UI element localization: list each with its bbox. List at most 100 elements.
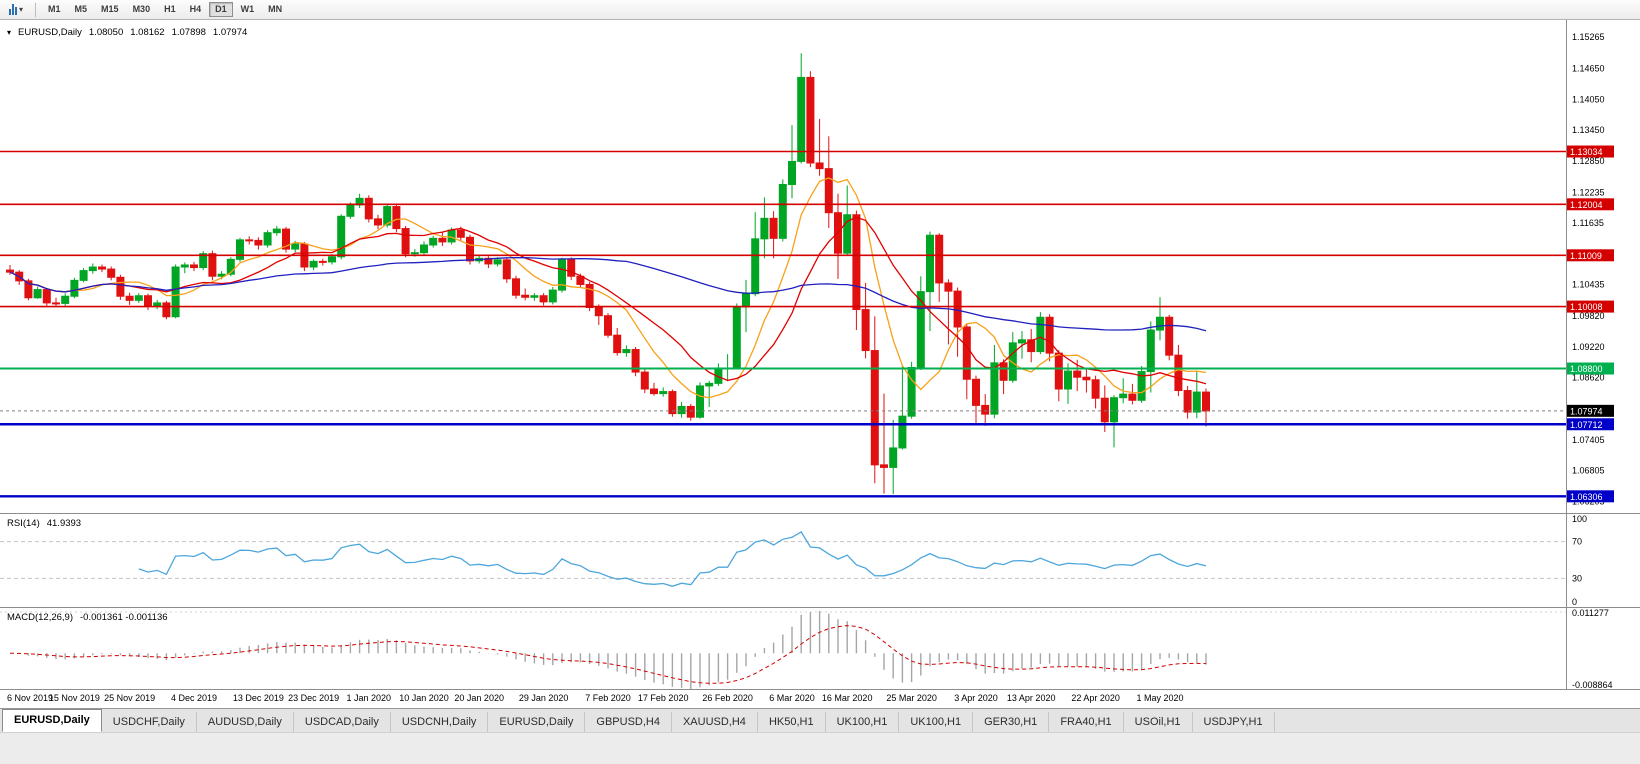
date-label: 13 Apr 2020: [1006, 693, 1056, 703]
timeframe-button-m15[interactable]: M15: [95, 2, 125, 17]
chart-tab-gbpusd-h4[interactable]: GBPUSD,H4: [585, 712, 672, 732]
date-label: 13 Dec 2019: [232, 693, 284, 703]
date-label: 7 Feb 2020: [585, 693, 631, 703]
chart-tab-fra40-h1[interactable]: FRA40,H1: [1049, 712, 1124, 732]
price-axis: 1.15265 1.14650 1.14050 1.13450 1.12850 1.122…: [1572, 32, 1613, 690]
date-label: 16 Mar 2020: [821, 693, 873, 703]
date-label: 1 May 2020: [1136, 693, 1184, 703]
svg-text:1.07405: 1.07405: [1572, 435, 1605, 445]
date-label: 25 Mar 2020: [886, 693, 937, 703]
chart-tab-hk50-h1[interactable]: HK50,H1: [758, 712, 826, 732]
date-label: 10 Jan 2020: [399, 693, 449, 703]
svg-text:1.12235: 1.12235: [1572, 187, 1605, 197]
svg-text:1.10435: 1.10435: [1572, 280, 1605, 290]
macd-plot: [9, 610, 1207, 690]
date-label: 22 Apr 2020: [1071, 693, 1120, 703]
chart-tab-eurusd-daily[interactable]: EURUSD,Daily: [2, 709, 102, 732]
chart-area: 1.15265 1.14650 1.14050 1.13450 1.12850 1.122…: [0, 20, 1640, 708]
timeframe-button-d1[interactable]: D1: [209, 2, 233, 17]
status-bar: [0, 732, 1640, 764]
close-value: 1.07974: [212, 27, 248, 38]
toolbar: ▾ M1 M5 M15 M30 H1 H4 D1 W1 MN: [0, 0, 1640, 20]
timeframe-group: M1 M5 M15 M30 H1 H4 D1 W1 MN: [42, 2, 290, 17]
svg-text:0: 0: [1572, 597, 1577, 607]
svg-text:1.11635: 1.11635: [1572, 218, 1604, 228]
svg-text:1.13034: 1.13034: [1570, 147, 1603, 157]
date-label: 23 Dec 2019: [288, 693, 340, 703]
price-level-boxes: 1.13034 1.12004 1.11009 1.10008 1.08800 1.077…: [1567, 145, 1614, 503]
toolbar-separator: [35, 2, 37, 17]
date-label: 4 Dec 2019: [170, 693, 218, 703]
chart-canvas[interactable]: 1.15265 1.14650 1.14050 1.13450 1.12850 1.122…: [0, 20, 1640, 690]
candlesticks: [6, 53, 1210, 495]
low-value: 1.07898: [171, 27, 206, 38]
symbol-ohlc-label: ▾ EURUSD,Daily 1.08050 1.08162 1.07898 1…: [7, 27, 247, 38]
chart-tabs-bar: EURUSD,Daily USDCHF,Daily AUDUSD,Daily USDC…: [0, 708, 1640, 732]
svg-text:1.15265: 1.15265: [1572, 32, 1605, 42]
svg-text:1.07712: 1.07712: [1570, 420, 1603, 430]
bar-chart-icon: [9, 4, 17, 15]
date-label: 17 Feb 2020: [637, 693, 689, 703]
svg-text:1.08620: 1.08620: [1572, 373, 1605, 383]
chart-tab-ger30-h1[interactable]: GER30,H1: [973, 712, 1050, 732]
chart-tab-usdcnh-daily[interactable]: USDCNH,Daily: [391, 712, 489, 732]
open-value: 1.08050: [88, 27, 124, 38]
symbol-name: EURUSD,Daily: [18, 27, 82, 38]
macd-values: -0.001361 -0.001136: [80, 612, 168, 623]
date-label: 6 Mar 2020: [769, 693, 815, 703]
chart-tab-usoil-h1[interactable]: USOil,H1: [1124, 712, 1193, 732]
svg-text:1.10008: 1.10008: [1570, 302, 1603, 312]
chart-tab-xauusd-h4[interactable]: XAUUSD,H4: [672, 712, 758, 732]
moving-averages: [9, 177, 1207, 399]
rsi-plot: [138, 531, 1207, 587]
svg-text:1.12850: 1.12850: [1572, 156, 1605, 166]
rsi-name: RSI(14): [7, 518, 40, 529]
date-label: 29 Jan 2020: [518, 693, 569, 703]
time-axis[interactable]: 6 Nov 2019 15 Nov 2019 25 Nov 2019 4 Dec 20…: [0, 690, 1640, 708]
date-label: 1 Jan 2020: [346, 693, 392, 703]
svg-text:-0.008864: -0.008864: [1572, 680, 1613, 690]
high-value: 1.08162: [130, 27, 165, 38]
svg-text:1.12004: 1.12004: [1570, 200, 1603, 210]
svg-text:70: 70: [1572, 537, 1582, 547]
svg-text:1.09820: 1.09820: [1572, 311, 1605, 321]
svg-text:1.09220: 1.09220: [1572, 342, 1605, 352]
svg-text:1.06306: 1.06306: [1570, 492, 1603, 502]
timeframe-button-m1[interactable]: M1: [42, 2, 67, 17]
svg-text:1.06805: 1.06805: [1572, 466, 1605, 476]
rsi-value: 41.9393: [46, 518, 82, 529]
panel-separators: [0, 20, 1640, 690]
date-label: 25 Nov 2019: [104, 693, 156, 703]
collapse-triangle-icon[interactable]: ▾: [7, 27, 12, 37]
timeframe-button-h4[interactable]: H4: [184, 2, 208, 17]
macd-indicator-label: MACD(12,26,9) -0.001361 -0.001136: [7, 612, 168, 623]
charts-button[interactable]: ▾: [4, 2, 28, 18]
svg-text:100: 100: [1572, 514, 1587, 524]
timeframe-button-m5[interactable]: M5: [69, 2, 94, 17]
date-label: 26 Feb 2020: [702, 693, 753, 703]
svg-text:1.11009: 1.11009: [1570, 251, 1602, 261]
indicator-gridlines: [0, 541, 1566, 613]
chart-tab-usdchf-daily[interactable]: USDCHF,Daily: [102, 712, 197, 732]
svg-text:0.011277: 0.011277: [1572, 608, 1609, 618]
chart-tab-eurusd-daily[interactable]: EURUSD,Daily: [488, 712, 586, 732]
timeframe-button-m30[interactable]: M30: [127, 2, 157, 17]
svg-text:1.14050: 1.14050: [1572, 94, 1605, 104]
timeframe-button-h1[interactable]: H1: [158, 2, 182, 17]
macd-name: MACD(12,26,9): [7, 612, 73, 623]
chart-tab-uk100-h1[interactable]: UK100,H1: [826, 712, 900, 732]
svg-text:1.13450: 1.13450: [1572, 125, 1605, 135]
rsi-indicator-label: RSI(14) 41.9393: [7, 518, 81, 529]
chart-tab-uk100-h1[interactable]: UK100,H1: [899, 712, 974, 732]
timeframe-button-w1[interactable]: W1: [235, 2, 261, 17]
timeframe-button-mn[interactable]: MN: [262, 2, 288, 17]
chart-tab-usdjpy-h1[interactable]: USDJPY,H1: [1193, 712, 1275, 732]
date-label: 15 Nov 2019: [48, 693, 100, 703]
horizontal-levels: [0, 150, 1566, 498]
dropdown-arrow-icon: ▾: [19, 4, 24, 14]
svg-text:30: 30: [1572, 573, 1582, 583]
chart-tab-usdcad-daily[interactable]: USDCAD,Daily: [294, 712, 391, 732]
chart-tab-audusd-daily[interactable]: AUDUSD,Daily: [197, 712, 294, 732]
svg-text:1.14650: 1.14650: [1572, 64, 1605, 74]
